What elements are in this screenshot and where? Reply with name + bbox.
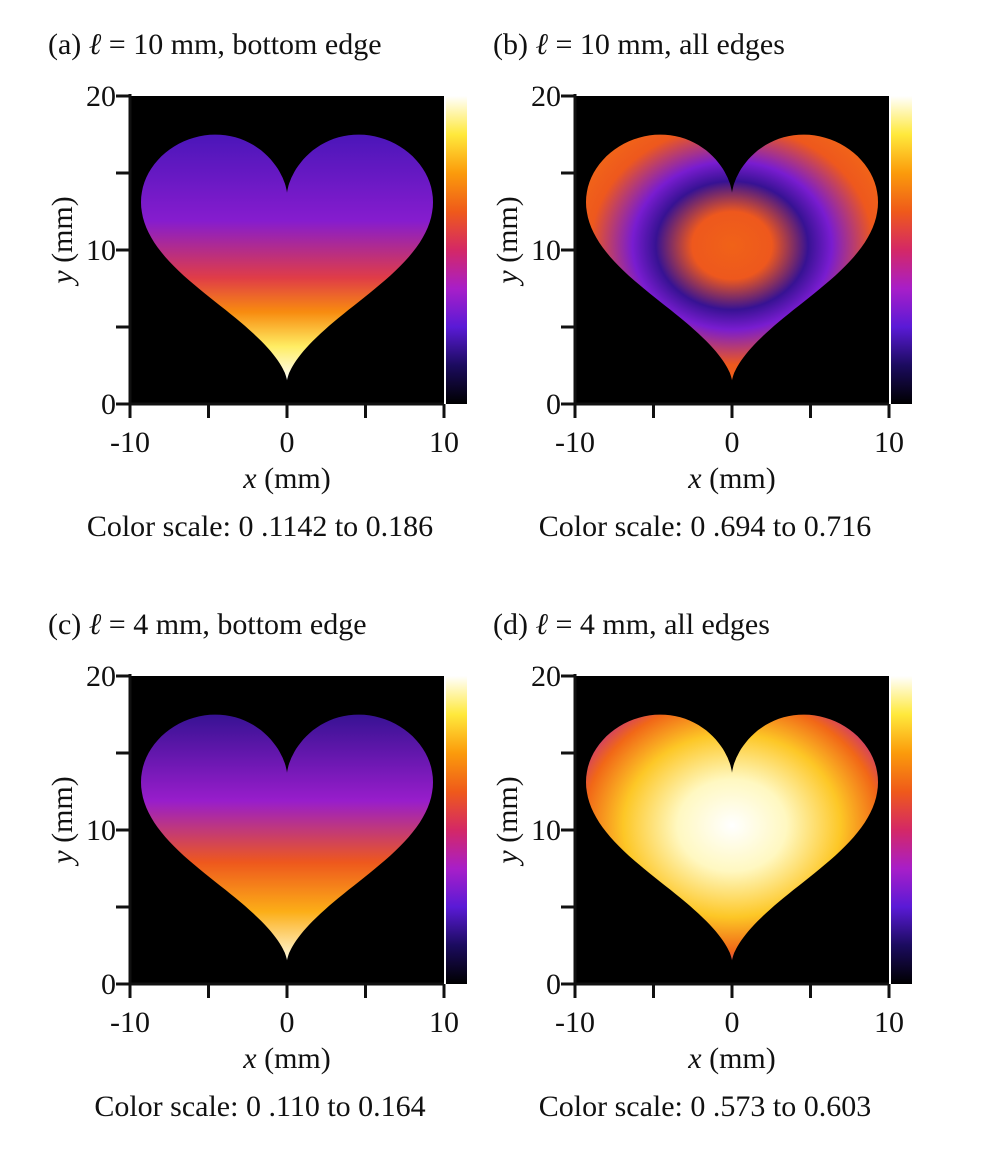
panel-a: 0 10 20 -10 0 10 x (mm) y (mm) (a) ℓ = 10 mm, bo… xyxy=(0,0,470,560)
color-scale-caption: Color scale: 0 .573 to 0.603 xyxy=(539,1090,871,1123)
x-axis-label: x (mm) xyxy=(687,462,775,495)
x-tick-label: -10 xyxy=(110,1006,150,1039)
y-tick-label: 20 xyxy=(86,660,116,693)
y-tick-label: 10 xyxy=(86,234,116,267)
y-axis-label: y (mm) xyxy=(46,196,79,286)
x-axis-label: x (mm) xyxy=(242,1042,330,1075)
heart-heatmap xyxy=(141,714,433,961)
heart-heatmap xyxy=(586,714,878,961)
heart-heatmap xyxy=(586,134,878,381)
x-tick-label: 10 xyxy=(429,426,459,459)
color-scale-caption: Color scale: 0 .1142 to 0.186 xyxy=(87,510,433,543)
panel-c: 0 10 20 -10 0 10 x (mm) y (mm) (c) ℓ = 4 mm, bot… xyxy=(0,580,470,1140)
panel-title: (c) ℓ = 4 mm, bottom edge xyxy=(48,608,367,641)
x-tick-label: 0 xyxy=(280,1006,295,1039)
panel-d: 0 10 20 -10 0 10 x (mm) y (mm) (d) ℓ = 4 mm, all… xyxy=(445,580,915,1140)
x-tick-label: -10 xyxy=(110,426,150,459)
panel-c-plot: 0 10 20 -10 0 10 x (mm) y (mm) (c) ℓ = 4 mm, bot… xyxy=(46,608,467,1123)
colorbar xyxy=(446,676,467,984)
panel-b-plot: 0 10 20 -10 0 10 x (mm) y (mm) (b) ℓ = 10 mm, al… xyxy=(491,28,912,543)
panel-d-plot: 0 10 20 -10 0 10 x (mm) y (mm) (d) ℓ = 4 mm, all… xyxy=(491,608,912,1123)
y-tick-label: 0 xyxy=(546,968,561,1001)
panel-title: (a) ℓ = 10 mm, bottom edge xyxy=(48,28,382,61)
panel-b: 0 10 20 -10 0 10 x (mm) y (mm) (b) ℓ = 10 mm, al… xyxy=(445,0,915,560)
x-axis-label: x (mm) xyxy=(687,1042,775,1075)
color-scale-caption: Color scale: 0 .694 to 0.716 xyxy=(539,510,871,543)
color-scale-caption: Color scale: 0 .110 to 0.164 xyxy=(94,1090,425,1123)
x-tick-label: 0 xyxy=(280,426,295,459)
x-tick-label: 10 xyxy=(429,1006,459,1039)
y-tick-label: 20 xyxy=(531,660,561,693)
x-tick-label: 0 xyxy=(725,426,740,459)
y-tick-label: 0 xyxy=(101,968,116,1001)
x-tick-label: -10 xyxy=(555,1006,595,1039)
x-axis-label: x (mm) xyxy=(242,462,330,495)
y-axis-label: y (mm) xyxy=(491,776,524,866)
colorbar xyxy=(891,676,912,984)
y-axis-label: y (mm) xyxy=(46,776,79,866)
x-tick-label: 10 xyxy=(874,426,904,459)
y-tick-label: 10 xyxy=(531,234,561,267)
heart-heatmap xyxy=(141,134,433,381)
y-tick-label: 0 xyxy=(546,388,561,421)
x-tick-label: -10 xyxy=(555,426,595,459)
y-tick-label: 10 xyxy=(86,814,116,847)
y-axis-label: y (mm) xyxy=(491,196,524,286)
y-tick-label: 20 xyxy=(531,80,561,113)
y-tick-label: 20 xyxy=(86,80,116,113)
panel-title: (b) ℓ = 10 mm, all edges xyxy=(493,28,785,61)
y-tick-label: 0 xyxy=(101,388,116,421)
colorbar xyxy=(446,96,467,404)
x-tick-label: 0 xyxy=(725,1006,740,1039)
panel-title: (d) ℓ = 4 mm, all edges xyxy=(493,608,770,641)
x-tick-label: 10 xyxy=(874,1006,904,1039)
colorbar xyxy=(891,96,912,404)
panel-a-plot: 0 10 20 -10 0 10 x (mm) y (mm) (a) ℓ = 10 mm, bo… xyxy=(46,28,467,543)
y-tick-label: 10 xyxy=(531,814,561,847)
